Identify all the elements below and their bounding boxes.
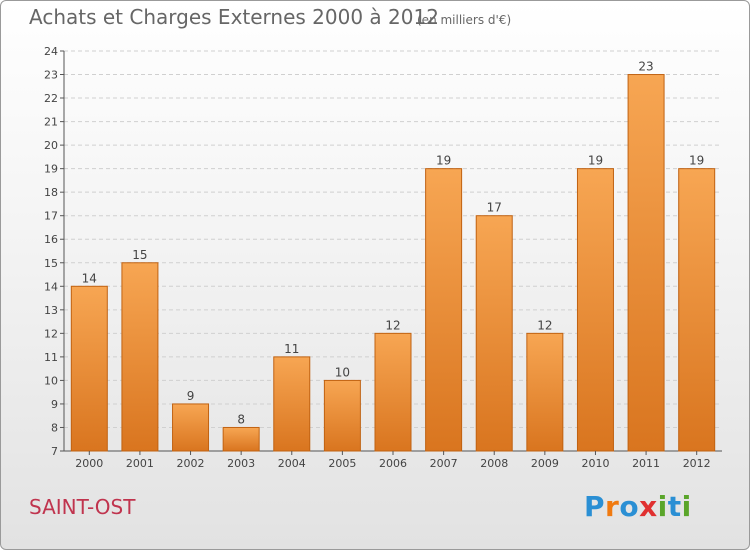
- logo-letter: r: [605, 490, 620, 523]
- data-label: 19: [588, 154, 603, 168]
- y-tick-label: 24: [44, 45, 58, 58]
- data-label: 17: [487, 201, 502, 215]
- y-tick-label: 20: [44, 139, 58, 152]
- data-label: 19: [436, 154, 451, 168]
- data-label: 14: [82, 271, 97, 285]
- y-tick-label: 7: [51, 445, 58, 458]
- bar: [273, 356, 311, 452]
- place-name: SAINT-OST: [29, 495, 136, 519]
- x-tick-label: 2011: [632, 457, 660, 470]
- x-tick-label: 2003: [227, 457, 255, 470]
- y-tick-label: 11: [44, 351, 58, 364]
- bar: [70, 285, 108, 452]
- data-label: 19: [689, 154, 704, 168]
- logo-letter: P: [584, 490, 606, 523]
- y-tick-label: 23: [44, 69, 58, 82]
- data-label: 8: [237, 412, 245, 426]
- x-tick-label: 2004: [278, 457, 306, 470]
- bar: [475, 215, 513, 452]
- y-tick-label: 19: [44, 163, 58, 176]
- data-label: 12: [385, 318, 400, 332]
- data-label: 9: [187, 389, 195, 403]
- bar: [678, 168, 716, 452]
- x-tick-label: 2009: [531, 457, 559, 470]
- y-tick-label: 18: [44, 186, 58, 199]
- y-tick-label: 12: [44, 327, 58, 340]
- y-tick-label: 9: [51, 398, 58, 411]
- data-label: 10: [335, 365, 350, 379]
- logo-letter: i: [681, 490, 692, 523]
- data-label: 11: [284, 342, 299, 356]
- x-tick-label: 2008: [480, 457, 508, 470]
- y-tick-label: 15: [44, 257, 58, 270]
- x-tick-label: 2007: [430, 457, 458, 470]
- x-tick-label: 2000: [75, 457, 103, 470]
- bar: [627, 74, 665, 452]
- data-label: 12: [537, 318, 552, 332]
- x-tick-label: 2012: [683, 457, 711, 470]
- y-tick-label: 13: [44, 304, 58, 317]
- y-tick-label: 22: [44, 92, 58, 105]
- bar: [121, 262, 159, 452]
- bar: [576, 168, 614, 452]
- y-tick-label: 16: [44, 233, 58, 246]
- y-tick-label: 8: [51, 421, 58, 434]
- bar: [526, 332, 564, 452]
- y-tick-label: 14: [44, 280, 58, 293]
- data-label: 15: [132, 248, 147, 262]
- bar: [222, 426, 260, 452]
- bar: [374, 332, 412, 452]
- x-tick-label: 2006: [379, 457, 407, 470]
- x-tick-label: 2002: [177, 457, 205, 470]
- logo-letter: o: [619, 490, 640, 523]
- x-tick-label: 2005: [328, 457, 356, 470]
- proxiti-logo: Proxiti: [584, 490, 692, 523]
- chart-title: Achats et Charges Externes 2000 à 2012: [29, 5, 439, 29]
- logo-letter: x: [639, 490, 658, 523]
- logo-letter: t: [667, 490, 682, 523]
- y-tick-label: 10: [44, 374, 58, 387]
- x-tick-label: 2001: [126, 457, 154, 470]
- bar: [323, 379, 361, 452]
- logo-letter: i: [657, 490, 668, 523]
- y-tick-label: 17: [44, 210, 58, 223]
- y-tick-label: 21: [44, 116, 58, 129]
- chart-subtitle: (en milliers d'€): [417, 13, 512, 27]
- data-label: 23: [638, 60, 653, 74]
- bar: [172, 403, 210, 452]
- x-tick-label: 2010: [581, 457, 609, 470]
- bar: [425, 168, 463, 452]
